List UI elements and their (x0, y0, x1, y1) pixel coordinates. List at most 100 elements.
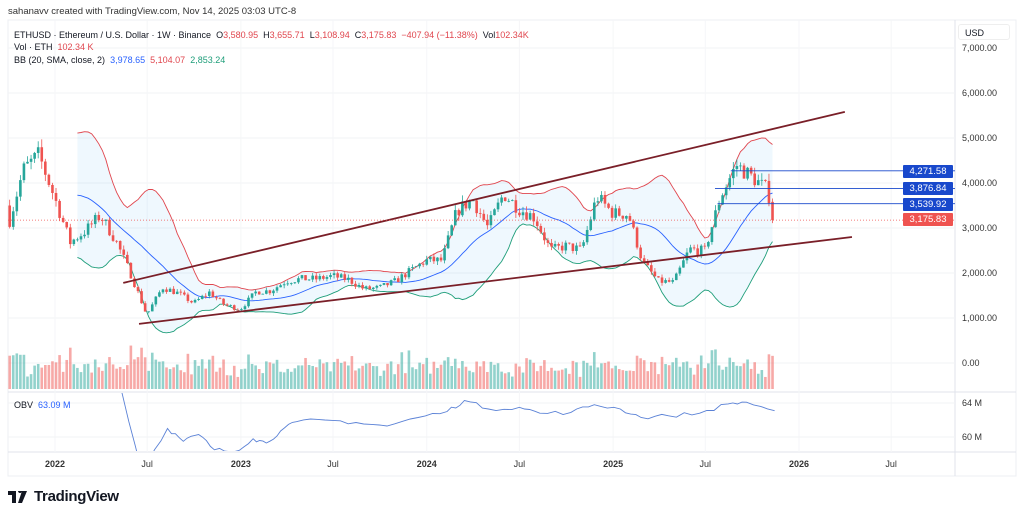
volume-bar (682, 362, 685, 389)
candle-body (617, 208, 621, 216)
candle-body (628, 215, 632, 221)
volume-bar (8, 355, 11, 389)
candle-body (175, 291, 179, 295)
candle-body (478, 213, 482, 214)
candle-body (19, 180, 22, 197)
candle-body (518, 212, 521, 216)
volume-bar (243, 368, 247, 389)
candle-body (582, 242, 585, 246)
level-tag-3[interactable]: 3,539.92 (903, 198, 953, 211)
volume-legend: Vol · ETH 102.34 K (14, 42, 94, 52)
y-tick-label: 6,000.00 (962, 88, 997, 98)
volume-bar (33, 365, 36, 389)
bb-label[interactable]: BB (20, SMA, close, 2) (14, 55, 106, 65)
credit-line: sahanavv created with TradingView.com, N… (8, 6, 297, 17)
candle-body (65, 221, 69, 228)
candle-body (314, 275, 318, 280)
volume-bar (411, 367, 414, 389)
bb-lower-value: 2,853.24 (190, 55, 226, 65)
volume-bar (539, 365, 543, 389)
volume-series-label[interactable]: Vol · ETH (14, 42, 53, 52)
volume-bar (671, 362, 675, 389)
candle-body (493, 209, 496, 216)
volume-bar (136, 357, 140, 389)
volume-bar (468, 370, 471, 389)
volume-bar (767, 354, 771, 389)
y-tick-label: 3,000.00 (962, 223, 997, 233)
volume-bar (632, 370, 635, 389)
candle-body (521, 212, 525, 216)
volume-bar (254, 365, 257, 389)
volume-bar (639, 358, 642, 389)
candle-body (707, 242, 710, 247)
volume-bar (190, 374, 193, 389)
candle-body (692, 247, 696, 249)
x-tick-label: Jul (700, 459, 712, 469)
x-tick-label: 2022 (45, 459, 65, 469)
candle-body (40, 147, 44, 162)
volume-bar (275, 359, 279, 389)
volume-bar (293, 368, 297, 389)
volume-bar (742, 363, 746, 389)
candle-body (44, 161, 47, 175)
candle-body (179, 291, 183, 293)
candle-body (507, 200, 511, 202)
candle-body (143, 303, 147, 312)
volume-bar (232, 365, 236, 389)
volume-bar (51, 361, 54, 389)
volume-bar (307, 365, 311, 389)
volume-bar (610, 368, 614, 389)
x-tick-label: 2025 (603, 459, 623, 469)
volume-bar (461, 360, 464, 389)
obv-label[interactable]: OBV (14, 400, 34, 410)
x-tick-label: 2026 (789, 459, 809, 469)
candle-body (682, 260, 685, 268)
volume-bar (657, 374, 660, 389)
currency-button[interactable]: USD (958, 24, 1010, 40)
candle-body (660, 277, 664, 283)
volume-bar (68, 347, 72, 389)
candle-body (732, 168, 735, 179)
volume-bar (257, 369, 261, 389)
volume-bar (510, 376, 514, 389)
volume-bar (347, 365, 350, 389)
volume-bar (175, 364, 179, 389)
volume-bar (732, 362, 735, 389)
volume-bar (478, 366, 482, 389)
level-tag-2[interactable]: 3,876.84 (903, 182, 953, 195)
symbol-name[interactable]: ETHUSD · Ethereum / U.S. Dollar · 1W · B… (14, 30, 212, 40)
tradingview-logo[interactable]: TradingView (8, 488, 119, 505)
candle-body (33, 152, 36, 159)
volume-bar (446, 357, 450, 389)
volume-bar (225, 375, 229, 389)
candle-body (357, 284, 361, 287)
bb-basis-value: 3,978.65 (110, 55, 146, 65)
y-tick-label: 5,000.00 (962, 133, 997, 143)
candle-body (489, 215, 493, 226)
candle-body (47, 174, 51, 185)
candle-body (368, 286, 372, 290)
volume-bar (115, 368, 118, 389)
candle-body (11, 211, 15, 227)
candle-body (625, 215, 628, 219)
volume-bar (489, 361, 493, 389)
candle-body (510, 200, 514, 201)
candle-body (739, 165, 742, 167)
y-tick-label: 1,000.00 (962, 313, 997, 323)
volume-bar (625, 370, 628, 389)
volume-bar (300, 365, 304, 389)
volume-bar (332, 362, 336, 389)
level-tag-1[interactable]: 4,271.58 (903, 165, 953, 178)
candle-body (90, 223, 93, 225)
candle-body (746, 167, 749, 179)
volume-bar (350, 356, 354, 389)
volume-bar (311, 365, 314, 389)
candle-body (589, 219, 593, 230)
candle-body (596, 201, 600, 203)
candle-body (300, 275, 304, 279)
volume-bar (425, 357, 429, 389)
candle-body (168, 288, 172, 292)
volume-bar (721, 369, 724, 389)
candle-body (229, 305, 232, 307)
